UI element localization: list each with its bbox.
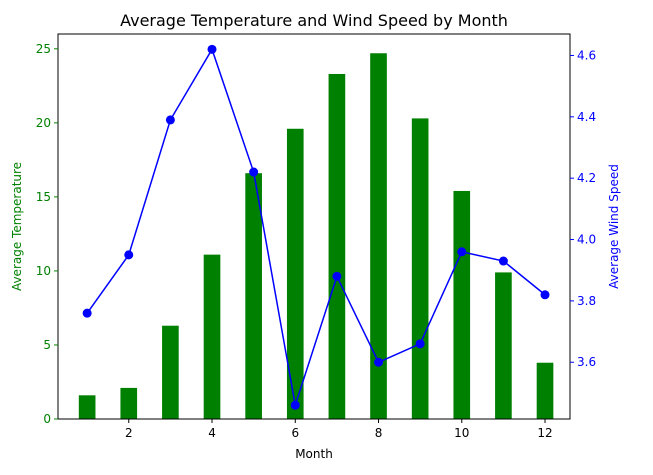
x-tick-label: 12 xyxy=(537,426,552,440)
wind-speed-point xyxy=(498,256,508,266)
wind-speed-point xyxy=(165,115,175,125)
x-tick-label: 6 xyxy=(291,426,299,440)
y-left-tick-label: 0 xyxy=(43,412,51,426)
temperature-bar xyxy=(411,118,429,420)
temperature-bar xyxy=(453,190,471,419)
temperature-bar xyxy=(370,53,387,419)
wind-speed-point xyxy=(207,44,217,54)
y-right-tick-label: 4.0 xyxy=(577,233,596,247)
y-left-tick-label: 10 xyxy=(36,264,51,278)
y-axis-left-label: Average Temperature xyxy=(10,162,24,291)
y-right-tick-label: 3.8 xyxy=(577,294,596,308)
wind-speed-point xyxy=(374,357,384,367)
y-axis-left: 0 5 10 15 20 25 xyxy=(36,42,58,426)
temperature-bar xyxy=(328,73,346,419)
y-left-tick-label: 20 xyxy=(36,116,51,130)
y-axis-right: 3.6 3.8 4.0 4.2 4.4 4.6 xyxy=(570,48,596,369)
wind-speed-point xyxy=(124,250,134,260)
x-tick-label: 2 xyxy=(125,426,133,440)
y-right-tick-label: 4.6 xyxy=(577,48,596,62)
temperature-bar xyxy=(162,325,179,419)
y-left-tick-label: 5 xyxy=(43,338,51,352)
temperature-bar xyxy=(78,395,96,419)
y-right-tick-label: 3.6 xyxy=(577,355,596,369)
wind-speed-point xyxy=(290,400,300,410)
temperature-bar xyxy=(203,254,221,419)
temperature-bar xyxy=(120,387,138,419)
wind-speed-series-line xyxy=(86,47,546,406)
temperature-bar xyxy=(536,362,554,419)
x-axis-label: Month xyxy=(295,447,333,461)
wind-speed-point xyxy=(249,167,259,177)
temperature-bars xyxy=(78,53,554,420)
chart-title: Average Temperature and Wind Speed by Mo… xyxy=(120,11,508,30)
temperature-bar xyxy=(495,272,512,419)
y-left-tick-label: 25 xyxy=(36,42,51,56)
x-tick-label: 4 xyxy=(208,426,216,440)
y-left-tick-label: 15 xyxy=(36,190,51,204)
wind-speed-point xyxy=(540,290,550,300)
wind-speed-line xyxy=(82,44,550,410)
x-axis: 2 4 6 8 10 12 xyxy=(125,419,553,440)
x-tick-label: 8 xyxy=(375,426,383,440)
y-axis-right-label: Average Wind Speed xyxy=(607,164,621,289)
wind-speed-point xyxy=(457,247,467,257)
plot-frame xyxy=(57,33,571,420)
y-right-tick-label: 4.2 xyxy=(577,171,596,185)
wind-speed-point xyxy=(415,339,425,349)
temperature-bar xyxy=(286,128,304,419)
wind-speed-point xyxy=(332,271,342,281)
x-tick-label: 10 xyxy=(454,426,469,440)
y-right-tick-label: 4.4 xyxy=(577,110,596,124)
wind-speed-point xyxy=(82,308,92,318)
temperature-bar xyxy=(245,173,262,419)
